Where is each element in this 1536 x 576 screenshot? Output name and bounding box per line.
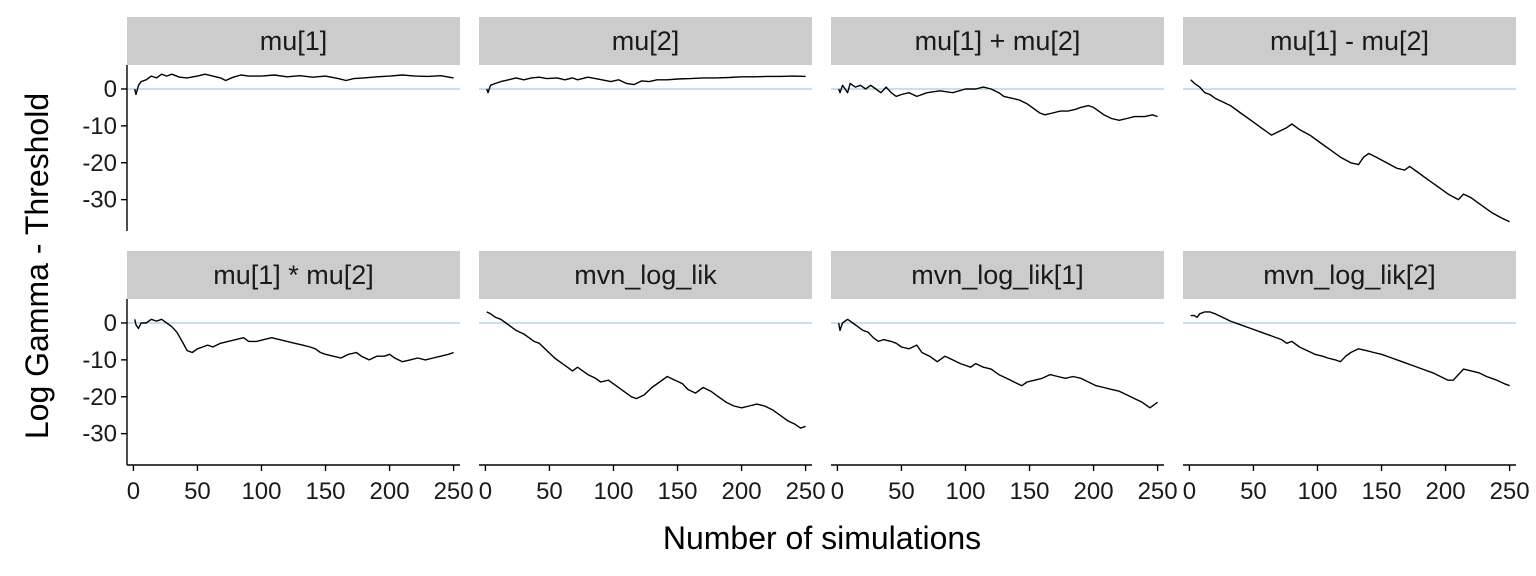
series-line (486, 311, 806, 429)
x-tick-label: 250 (1138, 478, 1178, 505)
x-tick-label: 0 (127, 478, 140, 505)
y-tick-label: -30 (82, 421, 117, 448)
x-tick-label: 150 (657, 478, 697, 505)
x-tick-label: 200 (1426, 478, 1466, 505)
panel-strip (479, 17, 812, 65)
y-tick-label: 0 (104, 76, 117, 103)
series-line (838, 318, 1159, 409)
panel-title: mu[1] (260, 26, 328, 56)
panel-title: mu[1] + mu[2] (915, 26, 1081, 56)
x-tick-label: 100 (1297, 478, 1337, 505)
x-tick-label: 100 (945, 478, 985, 505)
x-tick-label: 50 (888, 478, 915, 505)
x-tick-label: 150 (1361, 478, 1401, 505)
panel-title: mvn_log_lik (574, 260, 717, 290)
x-tick-label: 200 (370, 478, 410, 505)
panel-strip (479, 251, 812, 299)
x-axis-title: Number of simulations (663, 520, 981, 556)
panel-5: mu[1] * mu[2] 0 -10 -20 -30 0 50 100 150 200 250 (82, 251, 474, 505)
x-tick-label: 200 (722, 478, 762, 505)
y-tick-label: -20 (82, 150, 117, 177)
series-line (134, 318, 454, 363)
panel-strip (831, 251, 1164, 299)
panel-4: mu[1] - mu[2] (1183, 17, 1516, 223)
x-tick-label: 0 (831, 478, 844, 505)
x-tick-label: 250 (786, 478, 826, 505)
panel-title: mu[1] - mu[2] (1270, 26, 1429, 56)
series-line (1190, 311, 1510, 387)
panel-6: mvn_log_lik 0 50 100 150 200 250 (479, 251, 826, 505)
panel-title: mu[1] * mu[2] (213, 260, 374, 290)
x-tick-label: 100 (241, 478, 281, 505)
series-line (134, 73, 454, 96)
x-tick-label: 50 (536, 478, 563, 505)
panel-1: mu[1] 0 -10 -20 -30 (82, 17, 460, 231)
y-axis-title: Log Gamma - Threshold (19, 93, 55, 439)
panel-strip (127, 17, 460, 65)
panel-strip (831, 17, 1164, 65)
series-line (1190, 79, 1510, 223)
panel-strip (1183, 17, 1516, 65)
x-tick-label: 100 (593, 478, 633, 505)
panel-7: mvn_log_lik[1] 0 50 100 150 200 250 (831, 251, 1178, 505)
x-tick-label: 0 (1183, 478, 1196, 505)
y-tick-label: -10 (82, 113, 117, 140)
x-tick-label: 150 (1009, 478, 1049, 505)
x-tick-label: 50 (184, 478, 211, 505)
panel-strip (1183, 251, 1516, 299)
y-tick-label: -30 (82, 187, 117, 214)
panel-title: mvn_log_lik[1] (911, 260, 1084, 290)
series-line (486, 75, 806, 94)
x-tick-label: 0 (479, 478, 492, 505)
y-tick-label: 0 (104, 310, 117, 337)
panel-title: mvn_log_lik[2] (1263, 260, 1436, 290)
x-tick-label: 150 (305, 478, 345, 505)
panel-2: mu[2] (479, 17, 812, 94)
series-line (838, 82, 1158, 121)
panel-strip (127, 251, 460, 299)
y-tick-label: -10 (82, 347, 117, 374)
y-tick-label: -20 (82, 384, 117, 411)
panel-8: mvn_log_lik[2] 0 50 100 150 200 250 (1183, 251, 1530, 505)
x-tick-label: 250 (1490, 478, 1530, 505)
panel-3: mu[1] + mu[2] (831, 17, 1164, 121)
x-tick-label: 250 (434, 478, 474, 505)
panel-title: mu[2] (612, 26, 680, 56)
x-tick-label: 50 (1240, 478, 1267, 505)
x-tick-label: 200 (1074, 478, 1114, 505)
panels-group: mu[1] 0 -10 -20 -30 mu[2] mu[1] + mu[2] mu[1] -… (82, 17, 1530, 505)
